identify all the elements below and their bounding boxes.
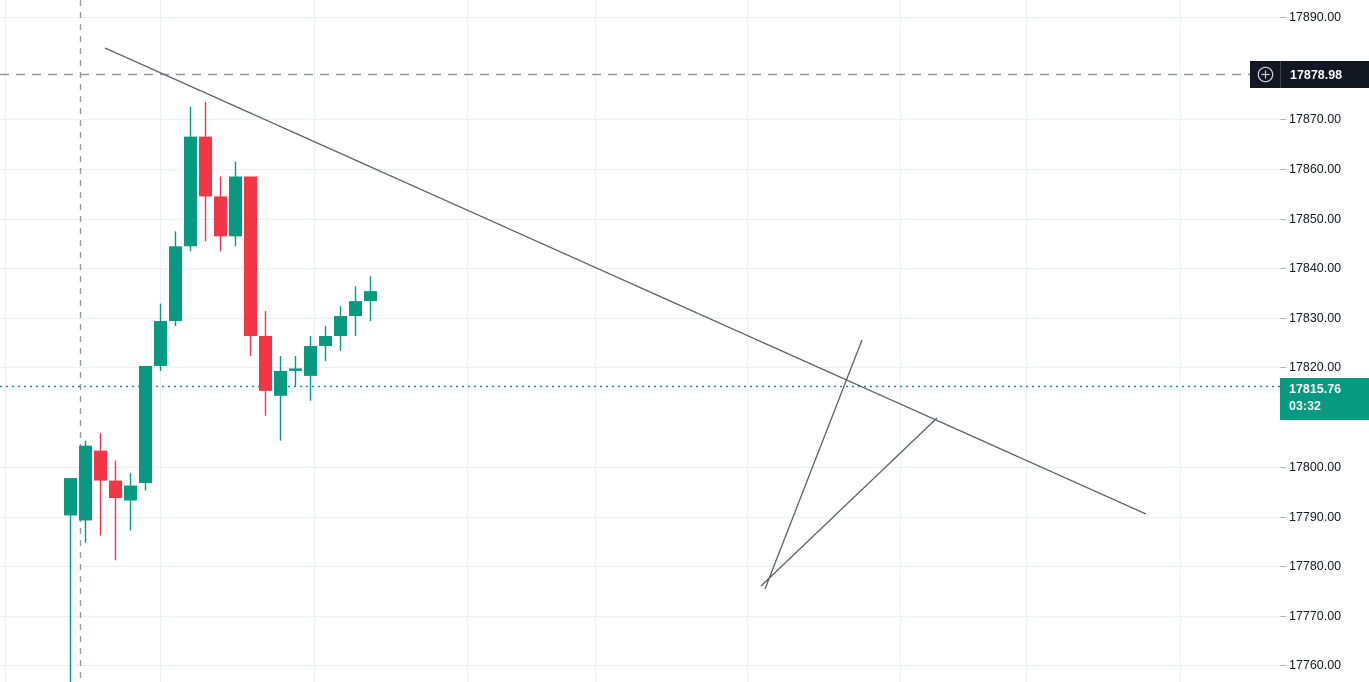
candle[interactable]	[184, 106, 197, 252]
price-tick-label: 17770.00	[1289, 609, 1342, 623]
price-tick-label: 17760.00	[1289, 658, 1342, 672]
candle-body	[319, 336, 332, 346]
candle-body	[274, 370, 287, 396]
price-tick-dash	[1280, 119, 1286, 120]
price-tick-dash	[1280, 17, 1286, 18]
candle[interactable]	[154, 303, 167, 371]
candle-body	[229, 176, 242, 237]
price-tick-label: 17780.00	[1289, 559, 1342, 573]
candle[interactable]	[319, 326, 332, 361]
candle-body	[169, 246, 182, 322]
wedge-lower-support[interactable]	[760, 417, 938, 587]
price-tick-dash	[1280, 517, 1286, 518]
candle-body	[109, 480, 122, 499]
trendline-drawings[interactable]	[104, 47, 1147, 590]
candle[interactable]	[124, 473, 137, 531]
price-tick-label: 17830.00	[1289, 311, 1342, 325]
crosshair-price-value: 17878.98	[1290, 67, 1343, 82]
candle[interactable]	[244, 176, 257, 356]
candle-body	[364, 291, 377, 302]
price-tick-label: 17790.00	[1289, 510, 1342, 524]
candle[interactable]	[64, 478, 77, 682]
candle[interactable]	[364, 276, 377, 322]
candle[interactable]	[259, 311, 272, 416]
candle[interactable]	[169, 231, 182, 327]
price-tick-dash	[1280, 169, 1286, 170]
axis-separator	[1280, 0, 1281, 682]
primary-downtrend[interactable]	[104, 47, 1147, 515]
badge-divider	[1280, 61, 1281, 88]
candle-body	[289, 368, 302, 371]
last-price-value: 17815.76	[1289, 382, 1342, 396]
plus-circle-icon[interactable]	[1250, 61, 1280, 88]
candle[interactable]	[139, 365, 152, 491]
candle[interactable]	[334, 306, 347, 351]
candlestick-series[interactable]	[64, 101, 377, 682]
chart-plot-area[interactable]	[0, 0, 1280, 682]
candle[interactable]	[214, 176, 227, 252]
candle-body	[124, 485, 137, 501]
candle[interactable]	[289, 355, 302, 386]
candle-body	[79, 445, 92, 521]
candle-body	[334, 316, 347, 337]
bar-countdown-timer: 03:32	[1289, 399, 1321, 413]
price-tick-label: 17890.00	[1289, 10, 1342, 24]
price-tick-dash	[1280, 665, 1286, 666]
candle[interactable]	[274, 355, 287, 441]
candle[interactable]	[199, 101, 212, 242]
price-axis[interactable]: 17890.00 17870.00 17860.00 17850.00 17840.00…	[1250, 0, 1369, 682]
last-price-badge[interactable]: 17815.76 03:32	[1280, 378, 1369, 420]
price-tick-dash	[1280, 318, 1286, 319]
candle-body	[244, 176, 257, 337]
candle-body	[349, 301, 362, 317]
candle[interactable]	[109, 460, 122, 561]
vertical-gridlines	[5, 0, 1181, 682]
candle[interactable]	[304, 336, 317, 401]
candle-body	[154, 321, 167, 366]
price-tick-dash	[1280, 219, 1286, 220]
candle[interactable]	[229, 161, 242, 247]
price-tick-dash	[1280, 367, 1286, 368]
candle-body	[139, 365, 152, 484]
chart-canvas[interactable]	[0, 0, 1280, 682]
candle-body	[214, 196, 227, 237]
candle-body	[199, 136, 212, 197]
price-tick-label: 17860.00	[1289, 162, 1342, 176]
candle-body	[259, 336, 272, 391]
price-tick-label: 17840.00	[1289, 261, 1342, 275]
price-tick-label: 17820.00	[1289, 360, 1342, 374]
price-tick-label: 17850.00	[1289, 212, 1342, 226]
candle-body	[64, 478, 77, 516]
price-tick-label: 17800.00	[1289, 460, 1342, 474]
price-tick-dash	[1280, 268, 1286, 269]
price-tick-dash	[1280, 467, 1286, 468]
price-tick-dash	[1280, 566, 1286, 567]
price-tick-dash	[1280, 616, 1286, 617]
candle-body	[184, 136, 197, 247]
candle-body	[304, 345, 317, 376]
candle[interactable]	[349, 286, 362, 337]
wedge-upper-resistance[interactable]	[764, 339, 863, 590]
candle-body	[94, 450, 107, 481]
crosshair-price-badge[interactable]: 17878.98	[1250, 61, 1369, 88]
price-tick-label: 17870.00	[1289, 112, 1342, 126]
horizontal-gridlines	[0, 17, 1280, 666]
candle[interactable]	[79, 440, 92, 543]
candle[interactable]	[94, 433, 107, 536]
